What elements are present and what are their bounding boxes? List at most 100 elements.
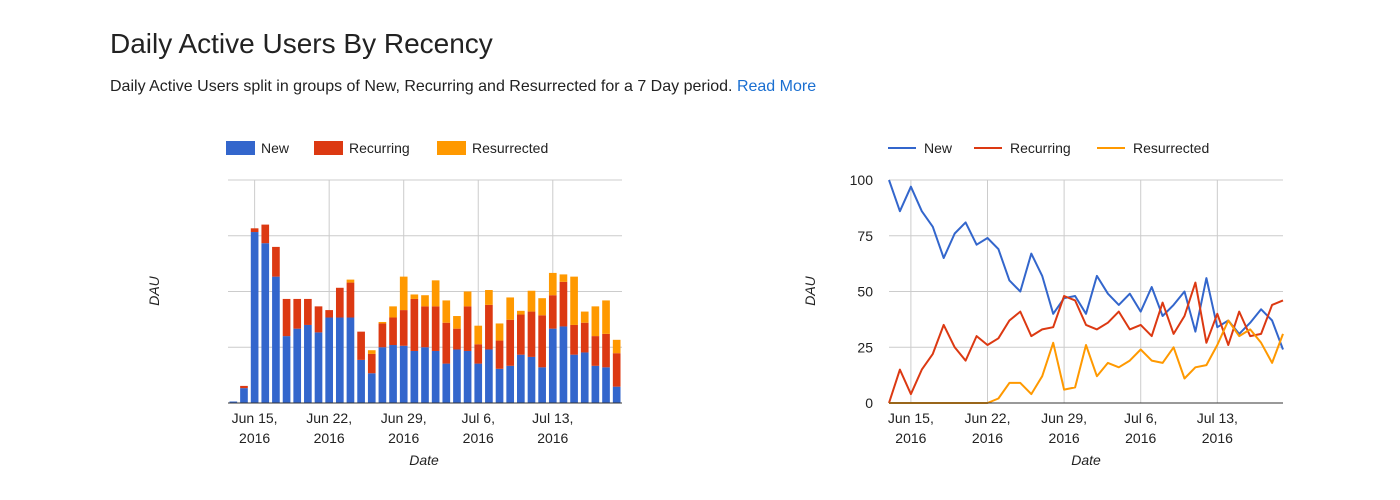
line-x-tick-label: Jul 13, 2016 <box>1197 410 1238 446</box>
bar-recurring <box>250 228 259 233</box>
bar-recurring <box>431 306 440 351</box>
bar-resurrected <box>559 274 568 282</box>
bar-recurring <box>335 287 344 318</box>
line-series-recurring <box>888 281 1284 404</box>
line-x-tick-line2: 2016 <box>895 430 926 446</box>
bar-resurrected <box>612 339 621 354</box>
line-x-tick-line2: 2016 <box>972 430 1003 446</box>
bar-x-tick-label: Jul 6, 2016 <box>462 410 495 446</box>
bar-recurring <box>495 340 504 369</box>
bar-resurrected <box>431 280 440 307</box>
bar-recurring <box>272 246 280 277</box>
bar-new <box>229 401 238 403</box>
bar-new <box>261 243 270 403</box>
bar-legend-swatch-new <box>226 141 255 155</box>
bar-new <box>304 324 312 403</box>
bar-resurrected <box>421 295 429 307</box>
bar-resurrected <box>506 297 515 320</box>
bar-recurring <box>293 298 302 329</box>
bar-new <box>538 367 546 403</box>
bar-resurrected <box>463 291 472 307</box>
bar-new <box>314 332 323 403</box>
line-series-new <box>888 179 1284 350</box>
bar-x-tick-label: Jun 22, 2016 <box>306 410 352 446</box>
read-more-link[interactable]: Read More <box>736 78 817 95</box>
bar-recurring <box>602 333 610 368</box>
bar-resurrected <box>580 311 589 323</box>
bar-resurrected <box>485 290 493 305</box>
bar-recurring <box>261 224 270 244</box>
line-x-axis-title: Date <box>1071 452 1101 468</box>
bar-legend-label-new: New <box>261 140 290 156</box>
bar-recurring <box>591 336 600 366</box>
bar-new <box>367 373 376 403</box>
line-y-tick-label: 75 <box>857 228 873 244</box>
bar-resurrected <box>442 300 451 323</box>
bar-new <box>442 363 451 403</box>
bar-x-axis-title: Date <box>409 452 439 468</box>
line-x-tick-line2: 2016 <box>1202 430 1233 446</box>
bar-new <box>293 328 302 403</box>
line-x-tick-line1: Jun 29, <box>1041 410 1087 426</box>
description-text: Daily Active Users split in groups of Ne… <box>110 78 733 95</box>
bar-new <box>357 359 365 403</box>
page-header: Daily Active Users By Recency Daily Acti… <box>110 26 816 98</box>
bar-new <box>591 365 600 403</box>
bar-recurring <box>527 311 536 357</box>
bar-recurring <box>240 385 248 389</box>
bar-new <box>410 350 419 403</box>
bar-resurrected <box>410 294 419 299</box>
bar-recurring <box>580 322 589 353</box>
bar-legend-swatch-recurring <box>314 141 343 155</box>
line-x-tick-label: Jun 15, 2016 <box>888 410 934 446</box>
bar-x-tick-line1: Jul 13, <box>532 410 573 426</box>
bar-recurring <box>378 323 387 348</box>
bar-new <box>570 354 578 403</box>
bar-recurring <box>282 298 291 337</box>
line-y-axis-title: DAU <box>802 275 818 305</box>
line-x-tick-label: Jul 6, 2016 <box>1124 410 1157 446</box>
bar-new <box>325 317 333 403</box>
bar-resurrected <box>591 306 600 337</box>
bar-new <box>580 352 589 403</box>
bar-recurring <box>346 282 355 318</box>
line-y-tick-label: 100 <box>850 172 874 188</box>
bar-new <box>559 326 568 403</box>
bar-resurrected <box>453 316 461 329</box>
line-x-tick-line2: 2016 <box>1125 430 1156 446</box>
bar-new <box>272 276 280 403</box>
bar-recurring <box>357 331 365 360</box>
page-description: Daily Active Users split in groups of Ne… <box>110 76 816 98</box>
line-x-tick-line2: 2016 <box>1049 430 1080 446</box>
bar-new <box>282 336 291 403</box>
bar-x-tick-line1: Jun 22, <box>306 410 352 426</box>
line-x-tick-line1: Jun 15, <box>888 410 934 426</box>
line-x-tick-label: Jun 29, 2016 <box>1041 410 1087 446</box>
bar-recurring <box>453 328 461 350</box>
bar-recurring <box>399 310 408 346</box>
bar-legend-swatch-resurrected <box>437 141 466 155</box>
bar-resurrected <box>399 276 408 311</box>
line-x-tick-line1: Jul 6, <box>1124 410 1157 426</box>
bar-recurring <box>517 314 525 355</box>
line-legend-label-new: New <box>924 140 953 156</box>
bar-resurrected <box>602 300 610 334</box>
bar-recurring <box>463 306 472 351</box>
bar-recurring <box>506 319 515 366</box>
bar-resurrected <box>346 279 355 283</box>
bar-recurring <box>304 298 312 325</box>
bar-x-tick-line2: 2016 <box>239 430 270 446</box>
bar-new <box>517 354 525 403</box>
line-legend-label-resurrected: Resurrected <box>1133 140 1209 156</box>
bar-new <box>463 350 472 403</box>
bar-new <box>602 367 610 403</box>
bar-new <box>612 386 621 403</box>
bar-recurring <box>367 353 376 374</box>
bar-y-axis-title: DAU <box>146 275 162 305</box>
bar-x-tick-line1: Jun 29, <box>381 410 427 426</box>
bar-new <box>527 356 536 403</box>
bar-x-tick-line1: Jun 15, <box>232 410 278 426</box>
bar-recurring <box>474 344 483 364</box>
